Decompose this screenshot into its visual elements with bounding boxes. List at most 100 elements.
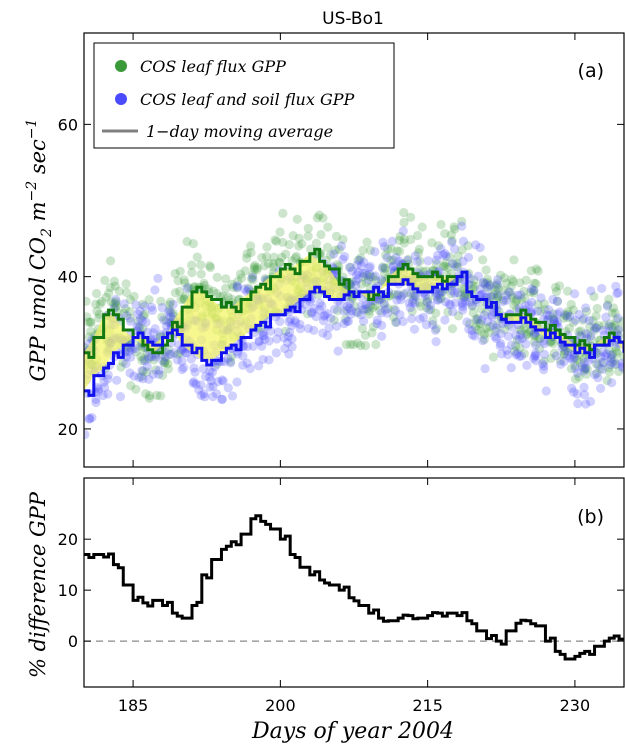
gpp-point	[481, 323, 492, 333]
gpp-point	[592, 368, 602, 378]
gpp-point	[306, 244, 316, 254]
percent-difference-line	[84, 514, 624, 661]
gpp-point	[445, 252, 455, 262]
gpp-point	[428, 320, 438, 330]
gpp-point	[572, 355, 582, 365]
panel-label-b: (b)	[577, 506, 604, 528]
gpp-point	[431, 291, 441, 301]
gpp-point	[172, 355, 183, 365]
gpp-point	[250, 260, 260, 271]
gpp-point	[582, 364, 592, 374]
gpp-point	[581, 303, 591, 313]
gpp-point	[238, 351, 248, 361]
gpp-point	[343, 316, 353, 326]
gpp-point	[383, 244, 393, 254]
gpp-point	[263, 258, 274, 269]
plot-frame-a	[83, 32, 625, 468]
gpp-point	[297, 239, 307, 249]
gpp-point	[418, 312, 428, 322]
chart-title: US-Bo1	[322, 9, 384, 29]
gpp-point	[431, 308, 441, 318]
y-tick-label-a: 60	[58, 115, 78, 134]
gpp-point	[443, 307, 453, 317]
gpp-point	[314, 210, 324, 220]
gpp-point	[457, 221, 467, 231]
gpp-point	[438, 250, 448, 260]
ylabel-sub: 2	[39, 228, 55, 238]
gpp-point	[157, 312, 167, 322]
gpp-point	[269, 252, 279, 262]
gpp-point	[469, 275, 479, 285]
gpp-point	[135, 314, 146, 324]
gpp-point	[595, 363, 605, 374]
gpp-point	[144, 393, 154, 403]
gpp-point	[606, 354, 616, 364]
gpp-point	[199, 278, 209, 288]
gpp-point	[346, 306, 357, 316]
gpp-point	[132, 321, 142, 331]
gpp-point	[377, 263, 388, 273]
gpp-point	[361, 300, 371, 310]
gpp-point	[249, 262, 259, 272]
gpp-point	[430, 325, 441, 335]
gpp-point	[111, 301, 121, 311]
gpp-point	[303, 309, 313, 319]
gpp-point	[524, 327, 535, 337]
gpp-point	[422, 296, 433, 307]
gpp-point	[225, 356, 236, 367]
gpp-point	[549, 315, 559, 325]
gpp-point	[139, 301, 150, 311]
gpp-point	[121, 359, 131, 369]
gpp-point	[529, 330, 539, 341]
gpp-point	[463, 241, 473, 251]
gpp-point	[492, 319, 502, 330]
gpp-point	[606, 353, 616, 363]
gpp-point	[513, 290, 523, 300]
gpp-point	[91, 397, 101, 408]
gpp-point	[511, 350, 521, 360]
gpp-point	[529, 337, 539, 347]
legend-marker-soil	[115, 93, 127, 105]
gpp-point	[103, 374, 113, 384]
gpp-point	[595, 383, 606, 394]
gpp-point	[603, 300, 613, 310]
gpp-point	[521, 301, 531, 311]
gpp-point	[381, 250, 391, 260]
gpp-point	[471, 240, 481, 250]
gpp-point	[382, 308, 392, 318]
gpp-point	[284, 239, 294, 250]
gpp-point	[84, 317, 93, 327]
gpp-point	[92, 306, 102, 316]
gpp-point	[307, 308, 317, 318]
gpp-point	[144, 354, 154, 364]
gpp-point	[124, 346, 134, 356]
gpp-point	[591, 323, 601, 333]
gpp-point	[570, 363, 580, 373]
gpp-point	[544, 311, 554, 321]
gpp-point	[599, 358, 609, 368]
gpp-point	[457, 245, 467, 255]
gpp-point	[479, 334, 489, 344]
gpp-point	[601, 312, 611, 322]
gpp-point	[163, 364, 174, 374]
ylabel-m-exp: −2	[24, 181, 40, 202]
gpp-point	[318, 213, 328, 223]
gpp-point	[563, 286, 573, 296]
gpp-point	[358, 316, 369, 326]
gpp-point	[480, 279, 490, 289]
gpp-point	[311, 311, 321, 322]
gpp-point	[470, 331, 480, 341]
gpp-point	[246, 274, 257, 284]
gpp-point	[476, 290, 486, 300]
gpp-point	[248, 341, 258, 351]
gpp-point	[485, 280, 495, 290]
gpp-point	[152, 390, 162, 400]
gpp-point	[85, 413, 95, 424]
gpp-point	[431, 337, 441, 347]
gpp-point	[156, 391, 166, 401]
gpp-point	[223, 292, 233, 302]
gpp-point	[410, 251, 420, 261]
gpp-point	[127, 344, 138, 354]
gpp-point	[503, 287, 514, 297]
gpp-point	[188, 378, 198, 388]
